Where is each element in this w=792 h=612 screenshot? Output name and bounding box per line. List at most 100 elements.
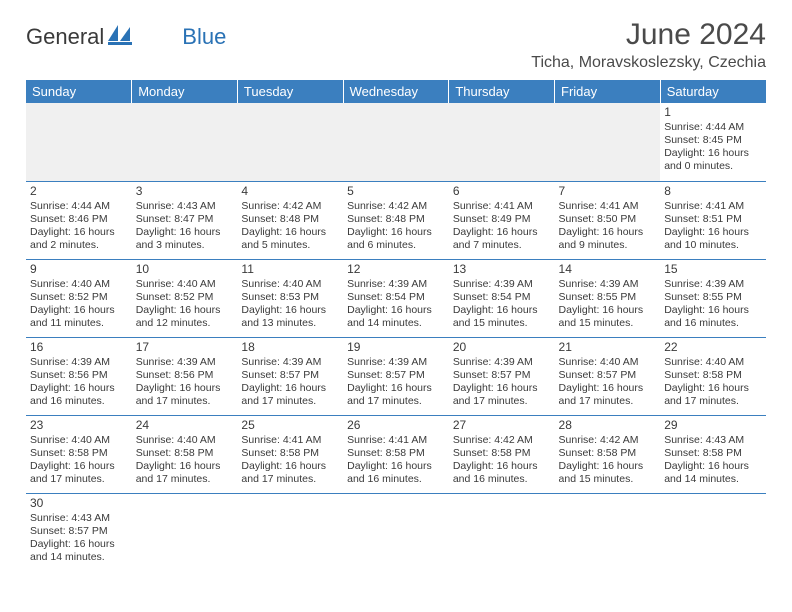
calendar-cell: 7Sunrise: 4:41 AMSunset: 8:50 PMDaylight…	[555, 181, 661, 259]
sunrise-text: Sunrise: 4:42 AM	[559, 434, 657, 447]
day-number: 10	[136, 262, 234, 277]
sail-icon	[108, 25, 134, 51]
calendar-cell	[555, 103, 661, 181]
daylight-text: Daylight: 16 hours	[241, 382, 339, 395]
calendar-cell: 28Sunrise: 4:42 AMSunset: 8:58 PMDayligh…	[555, 415, 661, 493]
daylight-text: Daylight: 16 hours	[30, 382, 128, 395]
sunset-text: Sunset: 8:58 PM	[136, 447, 234, 460]
sunrise-text: Sunrise: 4:44 AM	[664, 121, 762, 134]
daylight-text: Daylight: 16 hours	[347, 382, 445, 395]
calendar-row: 9Sunrise: 4:40 AMSunset: 8:52 PMDaylight…	[26, 259, 766, 337]
sunrise-text: Sunrise: 4:39 AM	[559, 278, 657, 291]
sunrise-text: Sunrise: 4:40 AM	[30, 278, 128, 291]
calendar-cell: 21Sunrise: 4:40 AMSunset: 8:57 PMDayligh…	[555, 337, 661, 415]
calendar-cell	[660, 493, 766, 571]
calendar-row: 2Sunrise: 4:44 AMSunset: 8:46 PMDaylight…	[26, 181, 766, 259]
daylight-text: and 15 minutes.	[559, 473, 657, 486]
day-number: 28	[559, 418, 657, 433]
daylight-text: and 14 minutes.	[664, 473, 762, 486]
daylight-text: and 6 minutes.	[347, 239, 445, 252]
daylight-text: and 0 minutes.	[664, 160, 762, 173]
day-number: 25	[241, 418, 339, 433]
weekday-header-row: SundayMondayTuesdayWednesdayThursdayFrid…	[26, 80, 766, 103]
sunset-text: Sunset: 8:58 PM	[664, 447, 762, 460]
daylight-text: and 16 minutes.	[453, 473, 551, 486]
daylight-text: Daylight: 16 hours	[241, 226, 339, 239]
sunset-text: Sunset: 8:58 PM	[241, 447, 339, 460]
day-number: 21	[559, 340, 657, 355]
day-number: 20	[453, 340, 551, 355]
daylight-text: Daylight: 16 hours	[241, 304, 339, 317]
calendar-row: 16Sunrise: 4:39 AMSunset: 8:56 PMDayligh…	[26, 337, 766, 415]
day-number: 7	[559, 184, 657, 199]
daylight-text: Daylight: 16 hours	[453, 460, 551, 473]
sunset-text: Sunset: 8:55 PM	[559, 291, 657, 304]
calendar-cell: 13Sunrise: 4:39 AMSunset: 8:54 PMDayligh…	[449, 259, 555, 337]
daylight-text: Daylight: 16 hours	[347, 460, 445, 473]
calendar-cell: 1Sunrise: 4:44 AMSunset: 8:45 PMDaylight…	[660, 103, 766, 181]
calendar-cell	[449, 103, 555, 181]
daylight-text: and 15 minutes.	[453, 317, 551, 330]
calendar-table: SundayMondayTuesdayWednesdayThursdayFrid…	[26, 80, 766, 571]
daylight-text: and 11 minutes.	[30, 317, 128, 330]
sunrise-text: Sunrise: 4:41 AM	[559, 200, 657, 213]
daylight-text: and 17 minutes.	[136, 395, 234, 408]
weekday-header: Friday	[555, 80, 661, 103]
calendar-cell: 29Sunrise: 4:43 AMSunset: 8:58 PMDayligh…	[660, 415, 766, 493]
weekday-header: Sunday	[26, 80, 132, 103]
sunset-text: Sunset: 8:54 PM	[453, 291, 551, 304]
calendar-cell	[237, 493, 343, 571]
sunrise-text: Sunrise: 4:40 AM	[30, 434, 128, 447]
day-number: 19	[347, 340, 445, 355]
daylight-text: Daylight: 16 hours	[559, 226, 657, 239]
sunset-text: Sunset: 8:46 PM	[30, 213, 128, 226]
calendar-cell	[449, 493, 555, 571]
daylight-text: and 5 minutes.	[241, 239, 339, 252]
daylight-text: and 9 minutes.	[559, 239, 657, 252]
day-number: 6	[453, 184, 551, 199]
weekday-header: Monday	[132, 80, 238, 103]
day-number: 9	[30, 262, 128, 277]
sunrise-text: Sunrise: 4:44 AM	[30, 200, 128, 213]
sunset-text: Sunset: 8:53 PM	[241, 291, 339, 304]
sunrise-text: Sunrise: 4:40 AM	[136, 278, 234, 291]
daylight-text: and 15 minutes.	[559, 317, 657, 330]
sunrise-text: Sunrise: 4:39 AM	[453, 356, 551, 369]
calendar-cell: 10Sunrise: 4:40 AMSunset: 8:52 PMDayligh…	[132, 259, 238, 337]
day-number: 22	[664, 340, 762, 355]
daylight-text: Daylight: 16 hours	[30, 304, 128, 317]
calendar-cell: 19Sunrise: 4:39 AMSunset: 8:57 PMDayligh…	[343, 337, 449, 415]
day-number: 24	[136, 418, 234, 433]
daylight-text: and 17 minutes.	[559, 395, 657, 408]
sunset-text: Sunset: 8:52 PM	[136, 291, 234, 304]
daylight-text: and 17 minutes.	[664, 395, 762, 408]
calendar-cell: 5Sunrise: 4:42 AMSunset: 8:48 PMDaylight…	[343, 181, 449, 259]
daylight-text: and 10 minutes.	[664, 239, 762, 252]
calendar-cell: 24Sunrise: 4:40 AMSunset: 8:58 PMDayligh…	[132, 415, 238, 493]
calendar-cell	[26, 103, 132, 181]
sunrise-text: Sunrise: 4:41 AM	[664, 200, 762, 213]
sunrise-text: Sunrise: 4:42 AM	[453, 434, 551, 447]
sunset-text: Sunset: 8:57 PM	[30, 525, 128, 538]
logo-text-blue: Blue	[182, 24, 226, 50]
daylight-text: Daylight: 16 hours	[136, 304, 234, 317]
sunset-text: Sunset: 8:51 PM	[664, 213, 762, 226]
day-number: 15	[664, 262, 762, 277]
sunrise-text: Sunrise: 4:39 AM	[347, 278, 445, 291]
sunrise-text: Sunrise: 4:42 AM	[241, 200, 339, 213]
calendar-cell: 8Sunrise: 4:41 AMSunset: 8:51 PMDaylight…	[660, 181, 766, 259]
daylight-text: and 7 minutes.	[453, 239, 551, 252]
calendar-cell: 26Sunrise: 4:41 AMSunset: 8:58 PMDayligh…	[343, 415, 449, 493]
daylight-text: Daylight: 16 hours	[664, 147, 762, 160]
daylight-text: and 17 minutes.	[241, 395, 339, 408]
sunset-text: Sunset: 8:52 PM	[30, 291, 128, 304]
day-number: 18	[241, 340, 339, 355]
month-title: June 2024	[531, 18, 766, 52]
daylight-text: Daylight: 16 hours	[559, 382, 657, 395]
sunset-text: Sunset: 8:57 PM	[453, 369, 551, 382]
daylight-text: and 17 minutes.	[136, 473, 234, 486]
daylight-text: and 12 minutes.	[136, 317, 234, 330]
sunset-text: Sunset: 8:58 PM	[559, 447, 657, 460]
sunset-text: Sunset: 8:58 PM	[664, 369, 762, 382]
calendar-cell: 27Sunrise: 4:42 AMSunset: 8:58 PMDayligh…	[449, 415, 555, 493]
